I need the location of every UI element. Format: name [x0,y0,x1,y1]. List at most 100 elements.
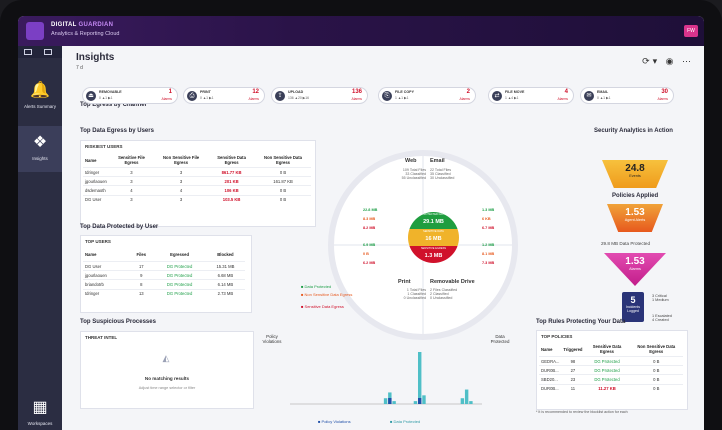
table-cell: 106 KB [208,185,256,196]
table-row[interactable]: jgourlaouen 3 3 201 KB 161.87 KB [83,176,311,186]
severity-notes: 3 Critical 1 Medium [652,294,669,302]
top-policies-table: Name Triggered Sensitive Data Egress Non Se… [539,342,683,393]
web-num-sensitive: 8.2 MB [363,226,376,230]
channel-chip-file-copy[interactable]: ⎘ FILE COPY 1 ▲1 ▶1 2 Alarms [378,87,476,104]
table-cell: 23 [561,374,585,385]
channel-chip-removable[interactable]: ⏏ REMOVABLE 0 ▲1 ▶1 1 Alarms [82,87,178,104]
time-range[interactable]: 7 d [76,65,83,71]
email-unclassified: 30 Unclassified [430,176,455,180]
data-protected-bar[interactable] [422,395,426,404]
policies-title: Policies Applied [612,193,659,199]
wheel-hub: PROTECTED DATA 29.1 MB SENSITIVE DATA 16 M… [408,212,459,263]
table-cell: 103.5 KB [208,194,256,204]
column-header[interactable]: Egressed [170,251,190,257]
table-row[interactable]: DUR0B... 27 DG Protected 0 B [539,365,683,375]
policy-violation-bar[interactable] [418,398,422,404]
table-cell: DG User [83,260,130,271]
table-row[interactable]: GEDRA... 98 DG Protected 0 B [539,355,683,366]
table-cell: dsdemaoth [83,185,109,196]
panel-title: TOP POLICIES [541,334,573,339]
table-cell: 15.31 MB [205,260,245,271]
user-avatar[interactable]: FW [684,25,698,37]
email-icon: ✉ [584,91,594,101]
column-header[interactable]: Name [541,346,553,352]
riskiest-users-panel: RISKIEST USERS Name Sensitive File Egress… [80,140,316,227]
column-header[interactable]: Blocked [217,251,234,257]
table-row[interactable]: DUR0B... 11 11.27 KB 0 B [539,383,683,393]
chip-count: 30 [661,89,668,95]
sidebar-item-insights[interactable]: ❖ Insights [18,126,62,172]
data-protected-bar[interactable] [413,401,418,404]
timeline-left-label: Policy Violations [262,334,282,344]
app-window: DIGITAL GUARDIAN Analytics & Reporting C… [18,16,704,430]
upload-icon: ⇪ [275,91,285,101]
table-row[interactable]: dsdemaoth 4 4 106 KB 0 B [83,185,311,196]
data-protected-bar[interactable] [464,389,469,404]
channel-chip-email[interactable]: ✉ EMAIL 0 ▲1 ▶1 30 Alarms [580,87,674,104]
table-row[interactable]: DG User 3 3 103.5 KB 0 B [83,194,311,204]
table-cell: 2.73 MB [205,288,245,298]
table-cell: 3 [154,166,209,177]
table-cell: DUR0B... [539,365,562,375]
table-row[interactable]: tdringer 3 3 861.77 KB 0 B [83,166,311,177]
channel-chip-upload[interactable]: ⇪ UPLOAD 136 ▲20 ▶16 136 Alarms [271,87,368,104]
page-title: Insights [76,52,115,63]
column-header[interactable]: Files [136,251,147,257]
wheel-label-web: Web [405,158,417,164]
section-title-processes: Top Suspicious Processes [80,319,156,325]
table-cell: 3 [108,176,155,186]
wheel-label-email: Email [430,158,445,164]
removable-stats: 2 Files Classified 2 Classified 0 Unclas… [430,288,457,300]
toolbar-icons[interactable]: ⟳▾ ◉ ⋯ [642,56,694,66]
empty-title: No matching results [144,376,190,381]
column-header[interactable]: Non Sensitive Data Egress [637,344,676,354]
table-row[interactable]: tdringer 13 DG Protected 2.73 MB [83,288,245,298]
data-protected-bar[interactable] [460,398,465,404]
column-header[interactable]: Triggered [563,346,583,352]
column-header[interactable]: Non Sensitive Data Egress [264,155,302,165]
chip-stats: 136 ▲20 ▶16 [288,96,310,100]
table-cell: 13 [129,288,154,298]
table-row[interactable]: jgourlaouen 9 DG Protected 6.68 MB [83,270,245,280]
table-cell: 0 B [255,194,311,204]
data-protected-bar[interactable] [383,398,388,404]
incidents-logged-badge[interactable]: 5 Incidents Logged [622,292,644,322]
column-header[interactable]: Sensitive File Egress [118,155,145,165]
column-header[interactable]: Sensitive Data Egress [592,344,622,354]
table-row[interactable]: SBD20... 23 DG Protected 0 B [539,374,683,385]
section-title-egress-users: Top Data Egress by Users [80,128,154,134]
printer-icon: ⎙ [187,91,197,101]
channel-chip-file-move[interactable]: ⇄ FILE MOVE 1 ▲4 ▶1 4 Alarms [488,87,574,104]
list-toggle-icon[interactable] [44,49,52,55]
policy-violation-bar[interactable] [388,398,392,404]
column-header[interactable]: Sensitive Data Egress [217,155,246,165]
column-header[interactable]: Non Sensitive File Egress [163,155,200,165]
table-cell: SBD20... [539,374,562,385]
chip-count: 136 [351,89,362,95]
print-stats: 1 Total Files 1 Classified 0 Unclassifie… [384,288,426,300]
panel-title: THREAT INTEL [85,335,118,340]
grid-toggle-icon[interactable] [24,49,32,55]
web-num-protected: 22.8 MB [363,208,378,212]
removable-unclassified: 0 Unclassified [430,296,453,300]
table-cell: 161.87 KB [255,176,311,186]
sidebar-item-workspaces[interactable]: ▦ Workspaces [18,391,62,430]
column-header[interactable]: Name [85,251,97,257]
medium-count: 1 Medium [652,298,669,302]
chip-count: 2 [466,89,470,95]
data-protected-bar[interactable] [418,352,422,404]
panel-title: RISKIEST USERS [85,144,123,149]
chip-label: EMAIL [597,90,609,94]
created-count: 4 Created [652,318,669,322]
table-cell: 0 B [255,185,311,196]
data-protected-bar[interactable] [392,401,396,404]
channel-chip-print[interactable]: ⎙ PRINT 0 ▲1 ▶1 12 Alarms [183,87,265,104]
table-row[interactable]: briandotrb 8 DG Protected 6.14 MB [83,279,245,290]
sidebar-item-label: Insights [32,156,48,161]
legend-non-sensitive: ■ Non Sensitive Data Egress [301,292,353,297]
data-protected-bar[interactable] [469,401,473,404]
column-header[interactable]: Name [85,157,97,163]
table-cell: 4 [108,185,155,196]
sidebar-item-alerts-summary[interactable]: 🔔 Alerts Summary [18,74,62,120]
table-row[interactable]: DG User 17 DG Protected 15.31 MB [83,260,245,271]
